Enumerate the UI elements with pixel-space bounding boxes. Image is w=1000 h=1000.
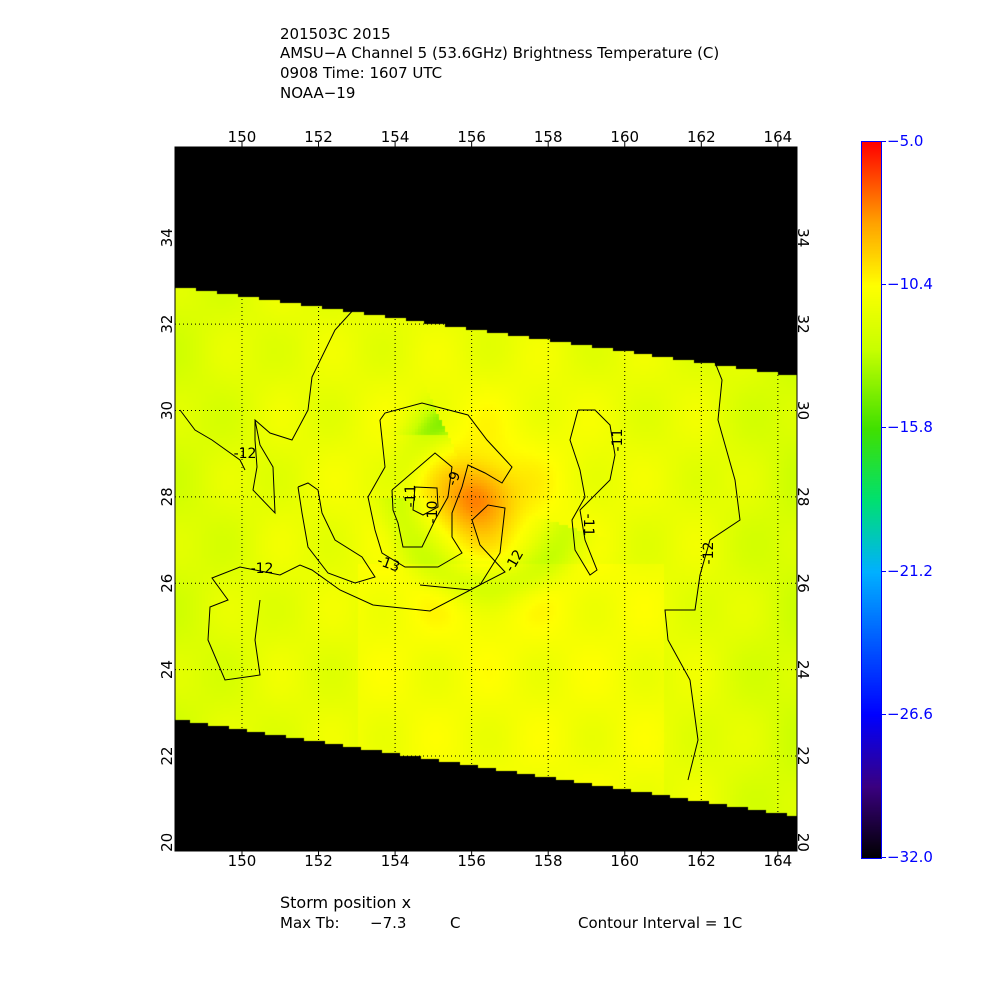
x-tick-label-bottom: 162 <box>687 852 716 870</box>
y-tick-label-left: 32 <box>158 315 176 334</box>
y-tick-label-left: 24 <box>158 660 176 679</box>
x-tick-label-top: 162 <box>687 128 716 146</box>
x-tick-label-bottom: 156 <box>457 852 486 870</box>
x-tick-label-top: 158 <box>534 128 563 146</box>
colorbar-tick <box>880 570 886 572</box>
x-tick-label-bottom: 154 <box>381 852 410 870</box>
colorbar-tick <box>880 141 886 142</box>
contour-label: -12 <box>502 547 527 575</box>
y-tick-label-right: 24 <box>794 660 812 679</box>
contour-minus-9 <box>412 486 439 516</box>
contour-label: -11 <box>580 514 596 537</box>
colorbar-tick-label: −32.0 <box>887 848 933 866</box>
colorbar <box>861 141 882 859</box>
contour-minus-11-east <box>569 409 616 576</box>
y-tick-label-left: 30 <box>158 401 176 420</box>
contour-interval: Contour Interval = 1C <box>578 914 743 932</box>
contour-minus-12-outer <box>207 504 506 681</box>
x-tick-label-top: 160 <box>610 128 639 146</box>
x-tick-label-top: 150 <box>228 128 257 146</box>
contour-label: -12 <box>234 446 257 462</box>
title-storm-id: 201503C 2015 <box>280 25 391 43</box>
contour-minus-12-spiral <box>252 307 356 515</box>
plot-frame <box>174 146 798 852</box>
max-tb-value: −7.3 <box>370 914 407 932</box>
colorbar-tick <box>880 857 886 858</box>
contour-minus-12-west <box>179 409 246 471</box>
x-tick-label-bottom: 150 <box>228 852 257 870</box>
max-tb-label: Max Tb: <box>280 914 340 932</box>
x-tick-label-top: 152 <box>304 128 333 146</box>
y-tick-label-left: 26 <box>158 574 176 593</box>
contour-label: -13 <box>375 553 402 576</box>
y-tick-label-right: 26 <box>794 574 812 593</box>
colorbar-tick-label: −21.2 <box>887 561 933 580</box>
colorbar-tick-label: −15.8 <box>887 418 933 437</box>
colorbar-tick <box>880 284 886 286</box>
title-time: 0908 Time: 1607 UTC <box>280 64 443 82</box>
contour-minus-13-band <box>297 482 376 584</box>
contour-minus-12-east <box>664 349 741 781</box>
x-tick-label-bottom: 160 <box>610 852 639 870</box>
contour-label: -11 <box>403 485 419 508</box>
x-tick-label-top: 156 <box>457 128 486 146</box>
title-satellite: NOAA−19 <box>280 84 356 102</box>
x-tick-label-bottom: 164 <box>764 852 793 870</box>
y-tick-label-left: 34 <box>158 228 176 247</box>
y-tick-label-right: 34 <box>794 228 812 247</box>
contour-minus-10 <box>391 452 453 548</box>
y-tick-label-left: 22 <box>158 746 176 765</box>
x-tick-label-top: 154 <box>381 128 410 146</box>
contour-label: -12 <box>701 542 717 565</box>
contour-minus-11-core <box>367 402 513 568</box>
y-tick-label-right: 32 <box>794 315 812 334</box>
y-tick-label-right: 30 <box>794 401 812 420</box>
y-tick-label-left: 28 <box>158 487 176 506</box>
x-tick-label-bottom: 152 <box>304 852 333 870</box>
y-tick-label-right: 28 <box>794 487 812 506</box>
y-tick-label-left: 20 <box>158 833 176 852</box>
storm-position-label: Storm position x <box>280 893 412 912</box>
colorbar-tick-label: −10.4 <box>887 275 933 294</box>
colorbar-tick-label: −5.0 <box>887 132 924 150</box>
contour-label: -11 <box>610 429 626 452</box>
colorbar-tick <box>880 713 886 715</box>
colorbar-tick <box>880 427 886 429</box>
x-tick-label-bottom: 158 <box>534 852 563 870</box>
x-tick-label-top: 164 <box>764 128 793 146</box>
contour-label: -10 <box>425 501 441 524</box>
title-product: AMSU−A Channel 5 (53.6GHz) Brightness Te… <box>280 44 720 62</box>
max-tb-unit: C <box>450 914 461 932</box>
y-tick-label-right: 20 <box>794 833 812 852</box>
contour-label: -9 <box>444 469 464 488</box>
colorbar-tick-label: −26.6 <box>887 704 933 723</box>
contour-label: -12 <box>251 561 274 577</box>
y-tick-label-right: 22 <box>794 746 812 765</box>
brightness-temperature-heatmap <box>175 147 797 851</box>
